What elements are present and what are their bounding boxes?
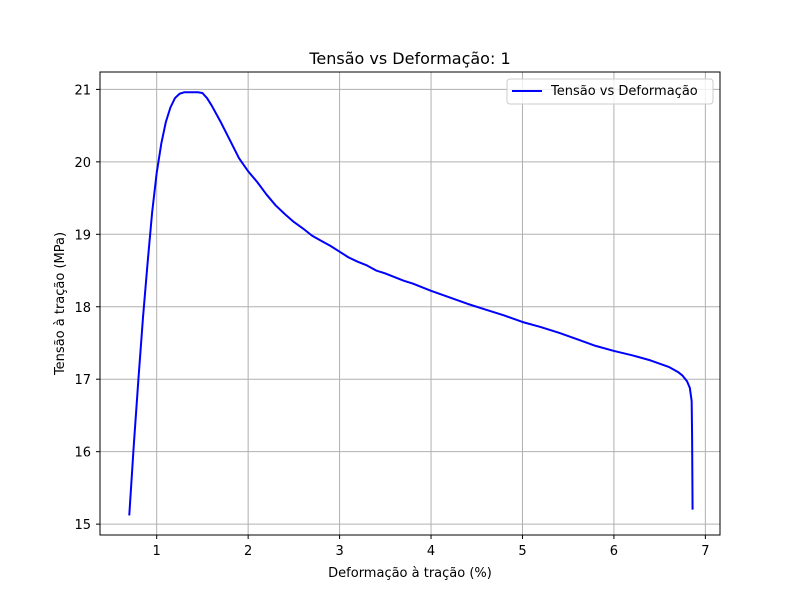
legend-box <box>506 78 714 105</box>
x-tick-label: 2 <box>244 544 252 559</box>
series-line <box>128 91 694 516</box>
y-tick-label: 17 <box>74 373 91 388</box>
y-tick-label: 18 <box>74 301 91 316</box>
grid <box>100 72 720 535</box>
x-tick-label: 4 <box>427 544 435 559</box>
plot-frame <box>99 71 721 536</box>
y-tick-label: 20 <box>74 156 91 171</box>
chart-title: Tensão vs Deformação: 1 <box>308 49 510 68</box>
y-tick-label: 16 <box>74 446 91 461</box>
y-tick-label: 19 <box>74 228 91 243</box>
x-axis-title: Deformação à tração (%) <box>328 566 492 581</box>
x-axis: 1 2 3 4 5 6 7 <box>153 535 710 559</box>
legend-label: Tensão vs Deformação <box>550 84 698 99</box>
y-tick-label: 15 <box>74 518 91 533</box>
x-tick-label: 1 <box>153 544 161 559</box>
x-tick-label: 6 <box>610 544 618 559</box>
x-tick-label: 7 <box>701 544 709 559</box>
y-tick-label: 21 <box>74 83 91 98</box>
x-tick-label: 3 <box>335 544 343 559</box>
legend: Tensão vs Deformação <box>506 78 714 105</box>
x-tick-label: 5 <box>518 544 526 559</box>
series-layer <box>128 91 694 516</box>
y-axis: 15 16 17 18 19 20 21 <box>74 83 100 533</box>
y-axis-title: Tensão à tração (MPa) <box>53 232 68 376</box>
